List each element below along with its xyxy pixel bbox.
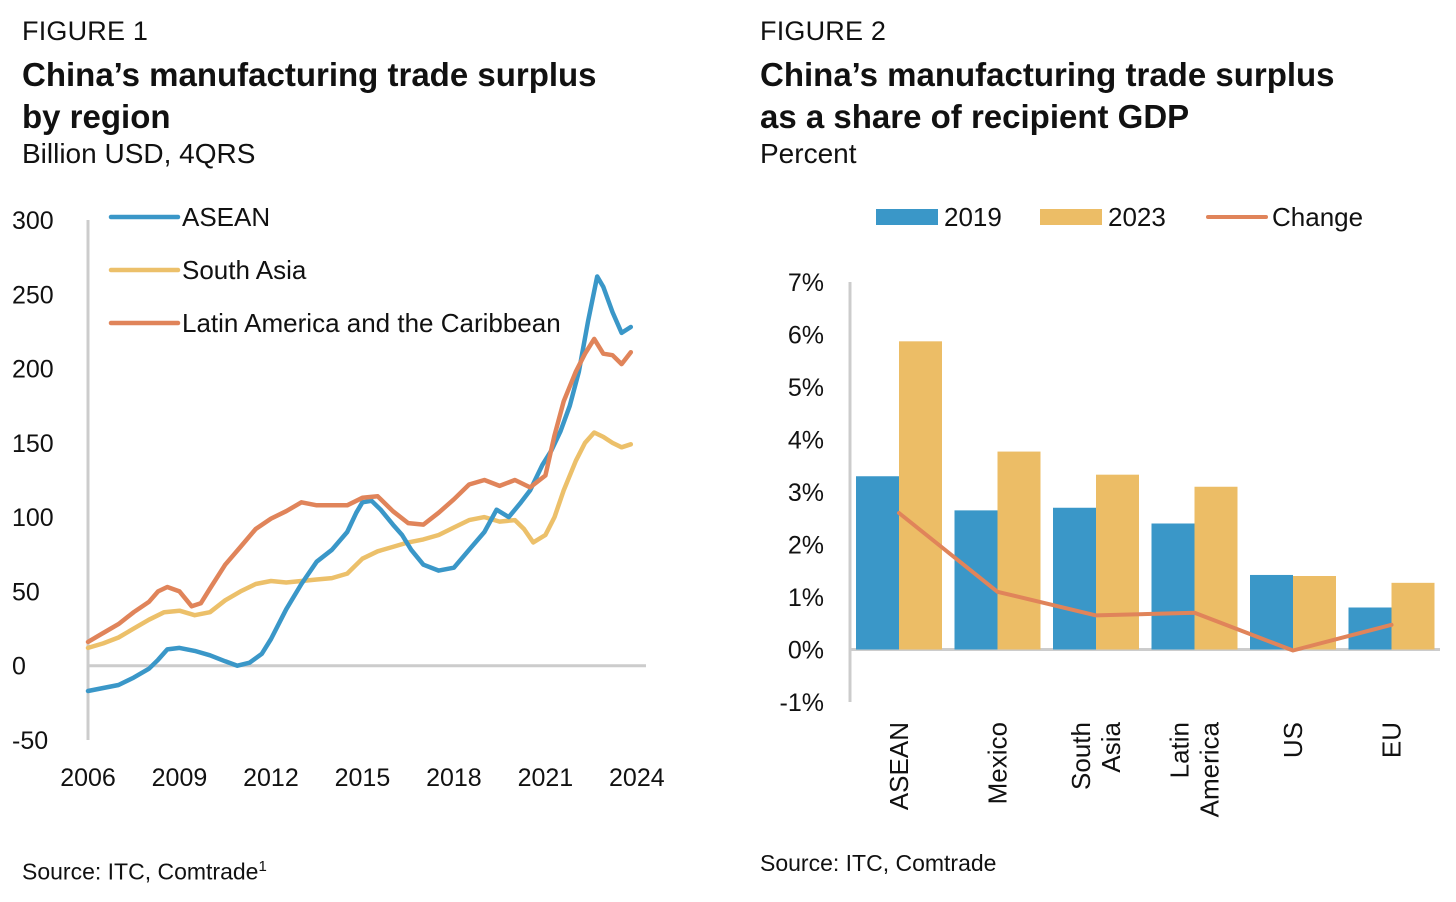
legend-label-2019: 2019 bbox=[944, 202, 1002, 232]
y-tick-label: 4% bbox=[788, 427, 824, 455]
series-line-asean bbox=[85, 274, 634, 694]
category-label-us: US bbox=[1278, 722, 1308, 758]
y-tick-label: 0% bbox=[788, 637, 824, 665]
figure-1-subtitle: Billion USD, 4QRS bbox=[22, 138, 256, 169]
legend-label-2023: 2023 bbox=[1108, 202, 1166, 232]
bar-2019-latin-america bbox=[1151, 523, 1195, 650]
x-tick-label: 2024 bbox=[609, 764, 665, 792]
category-label-line: America bbox=[1195, 721, 1225, 817]
figure-1-label: FIGURE 1 bbox=[22, 16, 149, 46]
category-label-line: US bbox=[1278, 722, 1308, 758]
figure-2-panel: FIGURE 2 China’s manufacturing trade sur… bbox=[728, 0, 1456, 902]
bar-2023-mexico bbox=[997, 451, 1041, 650]
category-label-mexico: Mexico bbox=[983, 722, 1013, 804]
figure-1-source: Source: ITC, Comtrade1 bbox=[22, 858, 267, 886]
bar-2019-mexico bbox=[954, 510, 998, 650]
series-line-latin-america-and-the-caribbean bbox=[85, 336, 634, 645]
legend-swatch-2019 bbox=[876, 209, 938, 225]
x-tick-label: 2009 bbox=[152, 764, 208, 792]
y-tick-label: -1% bbox=[780, 689, 824, 717]
figure-2-subtitle: Percent bbox=[760, 138, 857, 169]
category-label-asean: ASEAN bbox=[884, 722, 914, 810]
bar-2023-south-asia bbox=[1096, 474, 1139, 650]
series-line-change bbox=[897, 511, 1394, 653]
y-tick-label: 2% bbox=[788, 532, 824, 560]
category-label-line: ASEAN bbox=[884, 722, 914, 810]
figure-2-source: Source: ITC, Comtrade bbox=[760, 850, 997, 876]
category-label-line: Latin bbox=[1165, 722, 1195, 778]
bar-2019-south-asia bbox=[1053, 507, 1096, 650]
figure-1-panel: FIGURE 1 China’s manufacturing trade sur… bbox=[12, 16, 665, 886]
bar-2023-eu bbox=[1391, 582, 1435, 650]
bar-2023-us bbox=[1293, 576, 1336, 650]
y-tick-label: 50 bbox=[12, 578, 40, 606]
figure-1-title-line1: China’s manufacturing trade surplus bbox=[22, 56, 597, 93]
figure-1-line-chart: 300 250 200 150 100 50 0 -50 2006 2009 2012 2015 201… bbox=[12, 202, 665, 792]
x-tick-label: 2015 bbox=[335, 764, 391, 792]
series-line-south-asia bbox=[85, 430, 634, 651]
y-tick-label: 5% bbox=[788, 374, 824, 402]
y-tick-label: 100 bbox=[12, 504, 54, 532]
bar-2023-asean bbox=[899, 341, 942, 650]
figure-1-source-text: Source: ITC, Comtrade bbox=[22, 858, 259, 885]
category-label-line: Mexico bbox=[983, 722, 1013, 804]
category-label-line: Asia bbox=[1096, 721, 1126, 772]
y-tick-label: 250 bbox=[12, 281, 54, 309]
category-label-line: EU bbox=[1377, 722, 1407, 758]
x-tick-label: 2012 bbox=[243, 764, 299, 792]
x-tick-label: 2021 bbox=[518, 764, 574, 792]
y-tick-label: -50 bbox=[12, 727, 48, 755]
legend-label-asean: ASEAN bbox=[182, 202, 270, 232]
category-label-line: South bbox=[1066, 722, 1096, 790]
figure-2-title-line1: China’s manufacturing trade surplus bbox=[760, 56, 1335, 93]
y-tick-label: 7% bbox=[788, 269, 824, 297]
category-label-latin-america: Latin America bbox=[1165, 721, 1225, 817]
category-label-south-asia: South Asia bbox=[1066, 721, 1126, 789]
category-label-eu: EU bbox=[1377, 722, 1407, 758]
y-tick-label: 150 bbox=[12, 430, 54, 458]
figure-1-source-footnote: 1 bbox=[258, 858, 267, 875]
legend-label-latin-america-and-the-caribbean: Latin America and the Caribbean bbox=[182, 308, 561, 338]
x-tick-label: 2018 bbox=[426, 764, 482, 792]
legend-label-south-asia: South Asia bbox=[182, 255, 307, 285]
figure-1-title-line2: by region bbox=[22, 98, 171, 135]
figure-2-bar-chart: 7% 6% 5% 4% 3% 2% 1% 0% -1% ASEAN Mexico South Asia L… bbox=[780, 202, 1440, 817]
figure-1-title: China’s manufacturing trade surplus by r… bbox=[22, 54, 597, 138]
legend-label-change: Change bbox=[1272, 202, 1363, 232]
y-tick-label: 300 bbox=[12, 207, 54, 235]
legend-swatch-2023 bbox=[1040, 209, 1102, 225]
y-tick-label: 6% bbox=[788, 322, 824, 350]
y-tick-label: 1% bbox=[788, 584, 824, 612]
bar-2019-asean bbox=[856, 476, 899, 650]
figure-2-title: China’s manufacturing trade surplus as a… bbox=[760, 54, 1335, 138]
x-tick-label: 2006 bbox=[60, 764, 116, 792]
y-tick-label: 200 bbox=[12, 356, 54, 384]
y-tick-label: 3% bbox=[788, 479, 824, 507]
figure-2-title-line2: as a share of recipient GDP bbox=[760, 98, 1190, 135]
y-tick-label: 0 bbox=[12, 653, 26, 681]
figure-2-label: FIGURE 2 bbox=[760, 16, 887, 46]
